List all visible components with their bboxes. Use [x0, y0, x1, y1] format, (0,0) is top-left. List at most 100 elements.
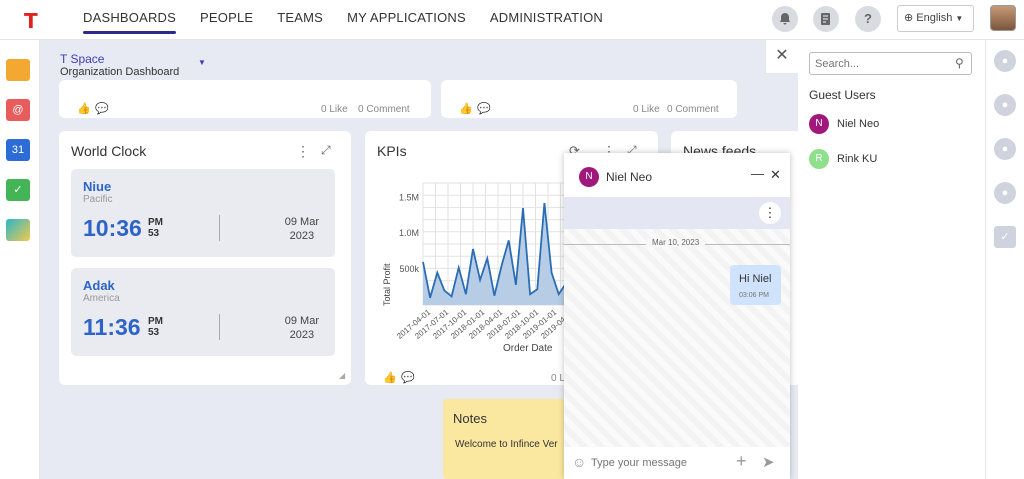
chat-icon[interactable]: ● [994, 50, 1016, 72]
calendar-app-icon[interactable]: 31 [6, 139, 30, 161]
user-avatar[interactable] [990, 5, 1016, 31]
folder-app-icon[interactable] [6, 59, 30, 81]
widget-card-top-2: 👍 💬 0 Like 0 Comment [441, 80, 737, 118]
right-sidebar: ● ● ● ● ✓ [985, 40, 1024, 479]
photos-app-icon[interactable] [6, 219, 30, 241]
app-logo[interactable]: T [24, 9, 38, 33]
like-count: 0 Like [321, 104, 348, 115]
comment-icon[interactable]: 💬 [401, 372, 415, 384]
clock-region: Pacific [83, 194, 113, 205]
guest-avatar: R [809, 149, 829, 169]
clock-region: America [83, 293, 120, 304]
nav-people[interactable]: PEOPLE [200, 10, 254, 25]
like-count: 0 Like [633, 104, 660, 115]
tasks-icon[interactable] [813, 6, 839, 32]
guest-search-input[interactable] [809, 52, 972, 75]
widget-title: KPIs [377, 143, 407, 159]
group-icon[interactable]: ● [994, 182, 1016, 204]
user-icon[interactable]: ● [994, 94, 1016, 116]
chat-contact-name: Niel Neo [606, 170, 653, 184]
add-attachment-icon[interactable]: + [736, 451, 747, 471]
language-select[interactable]: ⊕ English ▼ [897, 5, 974, 32]
clock-entry: Niue Pacific 10:36 PM 53 09 Mar 2023 [71, 169, 335, 257]
y-tick-label: 500k [399, 264, 419, 274]
main-nav: DASHBOARDS PEOPLE TEAMS MY APPLICATIONS … [83, 0, 627, 40]
send-icon[interactable]: ➤ [762, 454, 775, 471]
message-composer: ☺ + ➤ [564, 447, 790, 479]
comment-icon[interactable]: 💬 [477, 103, 491, 115]
help-icon[interactable]: ? [855, 6, 881, 32]
caret-down-icon: ▼ [198, 58, 206, 67]
comment-icon[interactable]: 💬 [95, 103, 109, 115]
comment-count: 0 Comment [358, 104, 410, 115]
widget-title: World Clock [71, 143, 147, 159]
like-icon[interactable]: 👍 [459, 103, 473, 115]
clock-ampm: PM 53 [148, 316, 163, 338]
chat-messages: Mar 10, 2023 Hi Niel 03:06 PM [564, 229, 790, 447]
day-label: Mar 10, 2023 [646, 238, 706, 247]
close-icon[interactable]: ✕ [770, 167, 781, 182]
comment-count: 0 Comment [667, 104, 719, 115]
clock-ampm: PM 53 [148, 217, 163, 239]
clock-city: Adak [83, 278, 115, 293]
search-icon[interactable]: ⚲ [955, 56, 964, 70]
guest-user-item[interactable]: N Niel Neo [809, 114, 879, 134]
message-bubble: Hi Niel 03:06 PM [730, 265, 781, 305]
expand-icon[interactable]: ⤢ [321, 143, 331, 157]
guest-name: Rink KU [837, 153, 878, 165]
like-count: 0 L [551, 373, 565, 384]
clock-time: 11:36 [83, 314, 141, 340]
message-input[interactable] [591, 455, 731, 471]
guest-avatar: N [809, 114, 829, 134]
guest-users-heading: Guest Users [809, 88, 876, 102]
emoji-icon[interactable]: ☺ [572, 454, 587, 470]
x-axis-label: Order Date [503, 343, 553, 354]
minimize-icon[interactable]: — [751, 166, 764, 181]
widget-title: Notes [453, 411, 487, 426]
expand-icon[interactable]: ⤢ [627, 143, 637, 157]
globe-icon: ⊕ [904, 12, 914, 24]
user-chat-icon[interactable]: ● [994, 138, 1016, 160]
nav-teams[interactable]: TEAMS [277, 10, 324, 25]
mail-app-icon[interactable]: @ [6, 99, 30, 121]
calendar-check-icon[interactable]: ✓ [994, 226, 1016, 248]
clock-date: 09 Mar 2023 [284, 315, 319, 341]
tasks-app-icon[interactable]: ✓ [6, 179, 30, 201]
guest-users-panel: ⚲ Guest Users N Niel Neo R Rink KU [798, 40, 985, 479]
chat-toolbar: ⋮ [564, 197, 790, 229]
dashboard-selector[interactable]: T Space Organization Dashboard ▼ [60, 52, 206, 78]
y-tick-label: 1.0M [399, 228, 419, 238]
chat-avatar: N [579, 167, 599, 187]
clock-city: Niue [83, 179, 112, 194]
divider [219, 314, 220, 340]
dashboard-name: Organization Dashboard [60, 66, 180, 78]
close-guest-panel-button[interactable]: ✕ [765, 40, 798, 74]
world-clock-widget: World Clock ⋮ ⤢ Niue Pacific 10:36 PM 53 … [59, 131, 351, 385]
more-options-icon[interactable]: ⋮ [296, 143, 310, 159]
chat-popup: N Niel Neo — ✕ ⋮ Mar 10, 2023 Hi Niel 03… [564, 153, 790, 479]
y-axis-label: Total Profit [382, 263, 392, 306]
top-bar: T DASHBOARDS PEOPLE TEAMS MY APPLICATION… [0, 0, 1024, 40]
like-icon[interactable]: 👍 [383, 372, 397, 384]
nav-administration[interactable]: ADMINISTRATION [489, 10, 603, 25]
message-time: 03:06 PM [739, 292, 769, 299]
guest-name: Niel Neo [837, 118, 880, 130]
refresh-icon[interactable]: ⟳ [569, 143, 580, 158]
caret-down-icon: ▼ [955, 14, 964, 23]
y-tick-label: 1.5M [399, 192, 419, 202]
chart-line [422, 203, 573, 299]
widget-card-top-1: 👍 💬 0 Like 0 Comment [59, 80, 431, 118]
space-name: T Space [60, 52, 105, 66]
nav-my-applications[interactable]: MY APPLICATIONS [347, 10, 466, 25]
nav-dashboards[interactable]: DASHBOARDS [83, 0, 177, 40]
chat-more-icon[interactable]: ⋮ [759, 202, 781, 224]
divider [219, 215, 220, 241]
app-sidebar: @ 31 ✓ [0, 40, 40, 479]
notification-bell-icon[interactable] [772, 6, 798, 32]
resize-handle[interactable]: ◢ [339, 371, 346, 380]
message-text: Hi Niel [739, 273, 772, 285]
guest-user-item[interactable]: R Rink KU [809, 149, 877, 169]
like-icon[interactable]: 👍 [77, 103, 91, 115]
clock-entry: Adak America 11:36 PM 53 09 Mar 2023 [71, 268, 335, 356]
